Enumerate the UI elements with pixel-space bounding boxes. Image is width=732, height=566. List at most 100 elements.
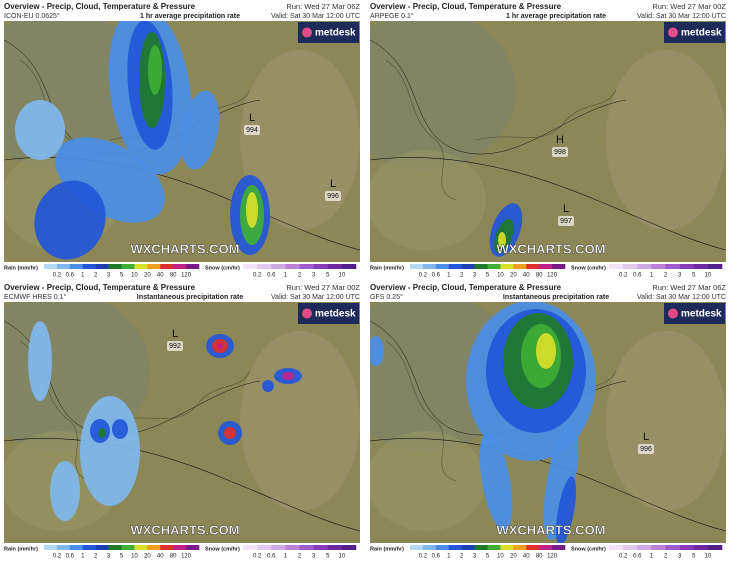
precip-area (180, 90, 220, 170)
rain-colorbar-cell (552, 264, 566, 269)
valid-time: Valid: Sat 30 Mar 12:00 UTC (637, 294, 726, 301)
pressure-symbol: L (563, 203, 569, 215)
snow-tick-label: 10 (705, 273, 712, 279)
pressure-symbol: L (172, 328, 178, 340)
snow-tick-label: 2 (298, 273, 302, 279)
precip-area (148, 45, 162, 95)
precip-area (217, 343, 223, 349)
snow-colorbar-cell (609, 264, 624, 269)
snow-tick-label: 3 (678, 554, 682, 560)
snow-label: Snow (cm/hr) (205, 265, 240, 271)
logo-text: metdesk (681, 309, 722, 320)
rain-tick-label: 40 (157, 554, 164, 560)
snow-colorbar-cell (679, 264, 695, 269)
precip-area (262, 380, 274, 392)
rain-colorbar-cell (121, 545, 135, 550)
rain-colorbar-cell (500, 264, 514, 269)
map-panel: Overview - Precip, Cloud, Temperature & … (366, 281, 730, 561)
pressure-value: 997 (560, 218, 572, 225)
rain-colorbar-cell (539, 264, 553, 269)
rain-label: Rain (mm/hr) (4, 546, 38, 552)
snow-colorbar-cell (257, 264, 272, 269)
rain-colorbar-cell (461, 264, 475, 269)
snow-colorbar-cell (665, 264, 680, 269)
rain-colorbar-cell (108, 264, 122, 269)
model-name: ECMWF HRES 0.1° (4, 293, 67, 301)
pressure-value: 998 (554, 149, 566, 156)
logo-text: metdesk (315, 28, 356, 39)
rain-colorbar-cell (422, 545, 437, 550)
rain-colorbar-cell (448, 545, 462, 550)
watermark: WXCHARTS.COM (496, 241, 605, 256)
rain-tick-label: 0.2 (53, 273, 62, 279)
pressure-box (244, 125, 260, 135)
snow-tick-label: 2 (664, 273, 668, 279)
rain-colorbar-cell (44, 545, 58, 550)
precip-area (282, 372, 294, 380)
pressure-value: 996 (640, 446, 652, 453)
rain-colorbar-cell (474, 545, 488, 550)
rain-tick-label: 5 (120, 273, 124, 279)
snow-colorbar-cell (243, 264, 258, 269)
rain-colorbar-cell (435, 545, 450, 550)
logo-box (298, 303, 359, 324)
snow-colorbar-cell (693, 264, 709, 269)
rain-label: Rain (mm/hr) (370, 265, 404, 271)
rain-colorbar-cell (435, 264, 450, 269)
snow-colorbar-cell (313, 264, 329, 269)
snow-colorbar-cell (313, 545, 329, 550)
rain-tick-label: 0.6 (66, 554, 75, 560)
rain-colorbar-cell (95, 264, 109, 269)
snow-tick-label: 0.2 (253, 273, 262, 279)
snow-colorbar-cell (637, 545, 652, 550)
precip-area (34, 180, 106, 260)
precip-area (479, 431, 513, 531)
rain-colorbar-cell (95, 545, 109, 550)
snow-tick-label: 0.2 (253, 554, 262, 560)
valid-time: Valid: Sat 30 Mar 12:00 UTC (271, 13, 360, 20)
snow-colorbar-cell (257, 545, 272, 550)
rain-tick-label: 1 (447, 554, 451, 560)
rain-colorbar-cell (448, 264, 462, 269)
snow-tick-label: 3 (312, 273, 316, 279)
pressure-value: 992 (169, 343, 181, 350)
rain-tick-label: 2 (94, 273, 98, 279)
snow-colorbar-cell (243, 545, 258, 550)
panel-title: Overview - Precip, Cloud, Temperature & … (4, 283, 196, 292)
pressure-symbol: L (643, 431, 649, 443)
precip-area (498, 232, 506, 248)
rain-colorbar-cell (410, 264, 424, 269)
map-panel: Overview - Precip, Cloud, Temperature & … (366, 0, 730, 280)
rain-colorbar-cell (121, 264, 135, 269)
subtitle: Instantaneous precipitation rate (137, 294, 243, 301)
rain-colorbar-cell (513, 545, 527, 550)
rain-colorbar-cell (160, 264, 174, 269)
pressure-box (167, 341, 183, 351)
rain-colorbar-cell (134, 545, 148, 550)
snow-colorbar-cell (707, 545, 723, 550)
rain-colorbar-cell (160, 545, 174, 550)
rain-tick-label: 80 (170, 273, 177, 279)
snow-tick-label: 5 (326, 273, 330, 279)
snow-colorbar-cell (637, 264, 652, 269)
precip-area (536, 333, 556, 369)
snow-tick-label: 0.6 (633, 273, 642, 279)
snow-tick-label: 0.6 (267, 554, 276, 560)
terrain-light (606, 331, 726, 511)
rain-colorbar-cell (147, 264, 161, 269)
precip-area (112, 419, 128, 439)
snow-tick-label: 1 (284, 273, 288, 279)
pressure-symbol: H (556, 134, 564, 146)
pressure-box (638, 444, 654, 454)
isobar (4, 438, 360, 532)
rain-colorbar-cell (474, 264, 488, 269)
snow-tick-label: 0.2 (619, 554, 628, 560)
rain-colorbar-cell (134, 264, 148, 269)
watermark: WXCHARTS.COM (130, 522, 239, 537)
snow-colorbar-cell (327, 264, 343, 269)
precip-area (98, 428, 106, 438)
precip-area (543, 421, 579, 541)
snow-colorbar-cell (651, 264, 666, 269)
snow-colorbar-cell (285, 545, 300, 550)
rain-colorbar-cell (500, 545, 514, 550)
